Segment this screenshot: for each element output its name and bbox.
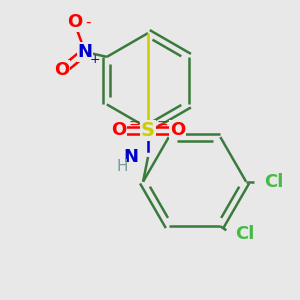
Text: H: H bbox=[116, 159, 128, 174]
Text: =: = bbox=[156, 118, 168, 132]
Text: Cl: Cl bbox=[235, 225, 255, 243]
Text: +: + bbox=[90, 53, 100, 66]
Text: Cl: Cl bbox=[264, 173, 283, 191]
Text: O: O bbox=[68, 13, 83, 31]
Text: S: S bbox=[141, 121, 155, 140]
Text: O: O bbox=[111, 121, 126, 139]
Text: =: = bbox=[128, 118, 140, 132]
Text: O: O bbox=[170, 121, 185, 139]
Text: N: N bbox=[123, 148, 138, 166]
Text: -: - bbox=[85, 15, 91, 30]
Text: N: N bbox=[77, 43, 92, 61]
Text: O: O bbox=[54, 61, 69, 79]
